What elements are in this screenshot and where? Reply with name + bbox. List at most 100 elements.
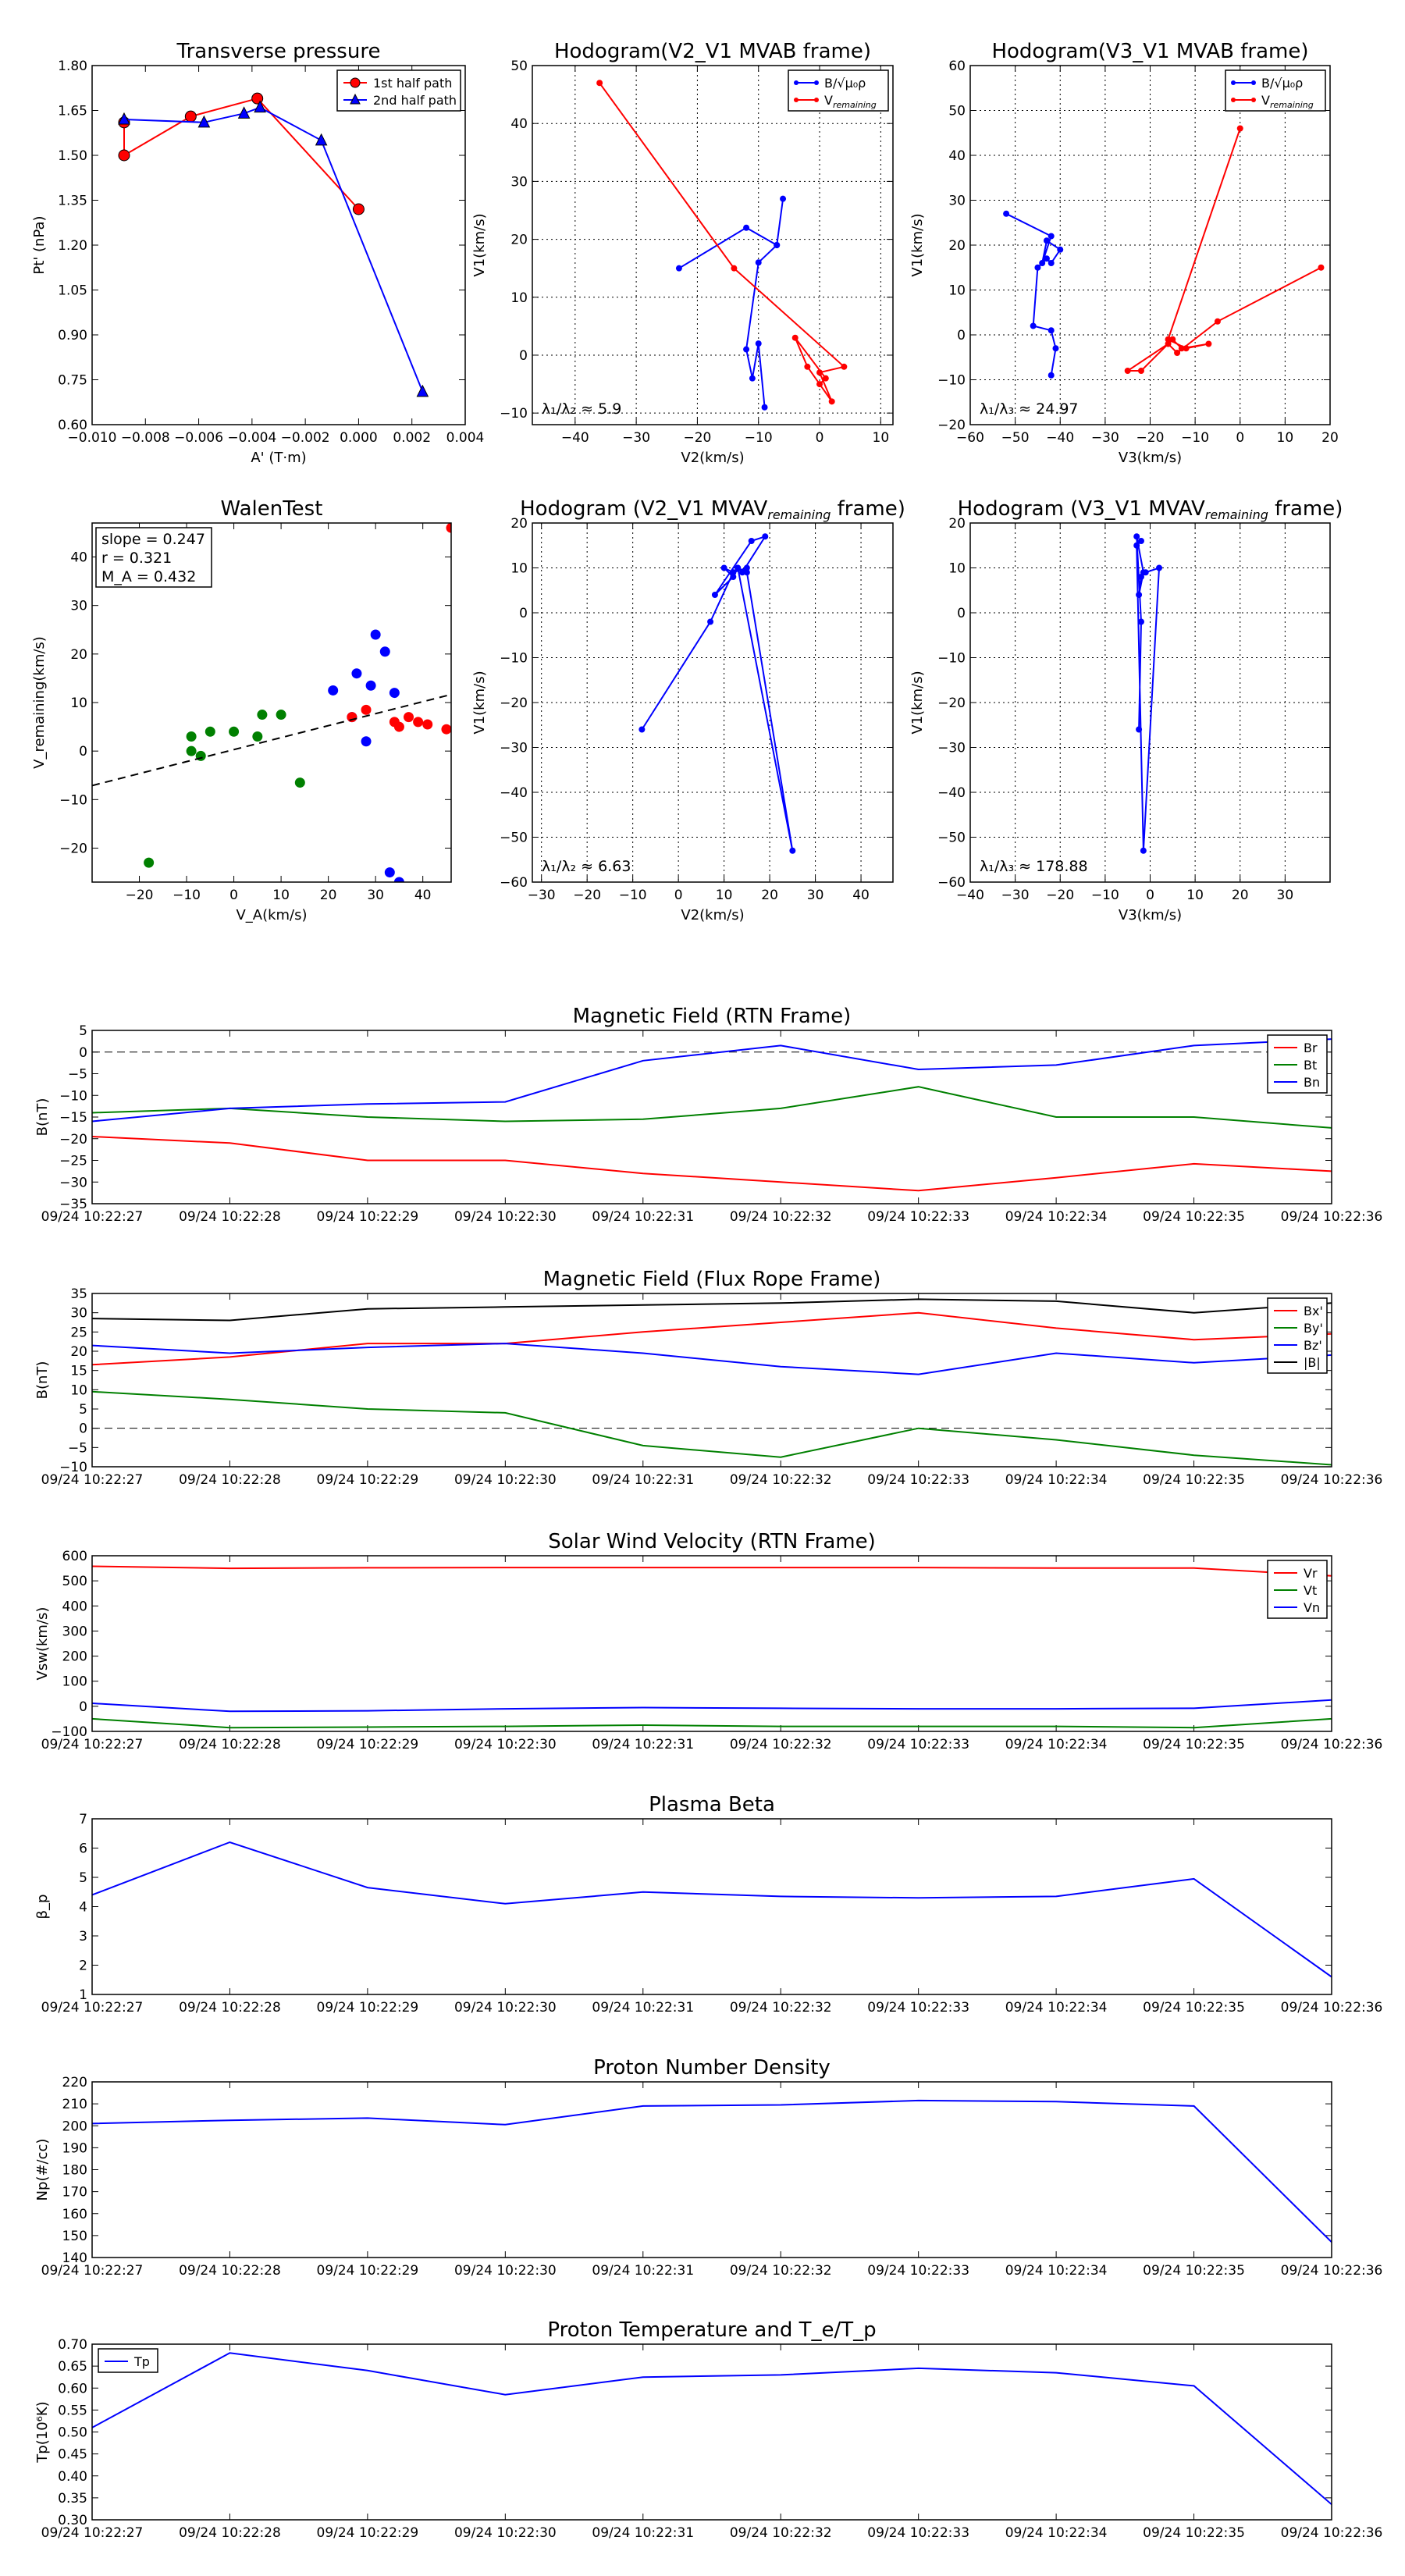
y-tick-label: 1.20 bbox=[58, 238, 87, 254]
data-point bbox=[351, 668, 362, 679]
ratio-annotation: λ₁/λ₂ ≈ 6.63 bbox=[542, 858, 631, 875]
x-tick-label: 09/24 10:22:28 bbox=[179, 1472, 281, 1488]
data-point bbox=[774, 242, 781, 248]
chart-title: Transverse pressure bbox=[176, 40, 381, 63]
data-point bbox=[1169, 336, 1176, 343]
x-axis-label: V3(km/s) bbox=[1119, 450, 1182, 466]
y-tick-label: −10 bbox=[59, 792, 87, 808]
data-point bbox=[1205, 340, 1212, 347]
x-tick-label: 09/24 10:22:35 bbox=[1143, 2525, 1245, 2541]
data-point bbox=[205, 726, 215, 737]
plot-frame bbox=[532, 65, 894, 425]
y-axis-label: Vsw(km/s) bbox=[34, 1607, 51, 1681]
series-line-V remaining bbox=[1136, 536, 1161, 851]
x-tick-label: −20 bbox=[1046, 888, 1074, 903]
y-tick-label: 210 bbox=[62, 2097, 87, 2112]
y-tick-label: −10 bbox=[937, 651, 966, 667]
x-tick-label: 09/24 10:22:27 bbox=[41, 2263, 144, 2279]
data-point bbox=[822, 375, 829, 382]
fit-line bbox=[92, 693, 451, 787]
data-point bbox=[257, 710, 268, 720]
data-point bbox=[413, 717, 424, 728]
y-tick-label: −50 bbox=[500, 831, 528, 846]
y-tick-label: 10 bbox=[70, 696, 87, 711]
y-tick-label: 1.05 bbox=[58, 283, 87, 299]
x-tick-label: 09/24 10:22:32 bbox=[730, 2263, 832, 2279]
y-tick-label: −20 bbox=[937, 418, 966, 433]
y-tick-label: 15 bbox=[70, 1364, 87, 1379]
data-point bbox=[707, 618, 714, 625]
data-point bbox=[743, 564, 750, 571]
y-tick-label: 1.50 bbox=[58, 148, 87, 164]
x-tick-label: −20 bbox=[1136, 430, 1165, 446]
y-axis-label: Tp(10⁶K) bbox=[34, 2401, 51, 2463]
x-tick-label: 10 bbox=[1186, 888, 1204, 903]
x-tick-label: 10 bbox=[716, 888, 733, 903]
series-group bbox=[1133, 533, 1163, 854]
y-tick-label: 0.35 bbox=[58, 2491, 87, 2507]
x-tick-label: 09/24 10:22:29 bbox=[317, 1737, 419, 1752]
x-tick-label: 09/24 10:22:34 bbox=[1005, 1472, 1108, 1488]
panel-mag_fr: 09/24 10:22:27 09/24 10:22:28 09/24 10:22:… bbox=[34, 1268, 1382, 1488]
series-line-Bt bbox=[92, 1086, 1332, 1129]
y-tick-label: 1.80 bbox=[58, 59, 87, 74]
data-point bbox=[393, 877, 404, 882]
y-tick-label: 0.75 bbox=[58, 373, 87, 389]
y-tick-label: −30 bbox=[937, 741, 966, 756]
y-tick-label: −100 bbox=[51, 1724, 87, 1740]
x-tick-label: −10 bbox=[1091, 888, 1119, 903]
y-tick-label: −10 bbox=[59, 1460, 87, 1475]
legend-marker bbox=[1231, 80, 1236, 85]
data-point bbox=[1165, 340, 1172, 347]
x-tick-label: 0.000 bbox=[340, 430, 378, 446]
y-tick-label: −20 bbox=[59, 841, 87, 856]
data-point bbox=[789, 847, 796, 854]
legend-marker bbox=[350, 93, 361, 105]
x-tick-label: −40 bbox=[1046, 430, 1074, 446]
series-group bbox=[1003, 125, 1325, 379]
x-tick-label: 09/24 10:22:30 bbox=[454, 1737, 557, 1752]
series-line-V remaining bbox=[641, 535, 794, 851]
data-point bbox=[720, 564, 727, 571]
data-point bbox=[711, 592, 718, 598]
data-point bbox=[596, 80, 603, 87]
y-tick-label: 20 bbox=[948, 238, 966, 254]
plot-frame bbox=[91, 1818, 1332, 1995]
data-point bbox=[1156, 564, 1163, 571]
data-point bbox=[416, 384, 429, 397]
legend-marker bbox=[794, 98, 799, 102]
series-line-Np bbox=[92, 2099, 1332, 2243]
x-tick-label: 09/24 10:22:33 bbox=[867, 1209, 969, 1225]
y-tick-label: 140 bbox=[62, 2250, 87, 2266]
ratio-annotation: λ₁/λ₂ ≈ 5.9 bbox=[542, 400, 621, 418]
x-tick-label: 09/24 10:22:32 bbox=[730, 1737, 832, 1752]
plot-frame bbox=[532, 522, 894, 883]
y-axis-label: V1(km/s) bbox=[471, 213, 488, 276]
x-tick-label: −30 bbox=[622, 430, 650, 446]
panel-np: 09/24 10:22:27 09/24 10:22:28 09/24 10:22:… bbox=[34, 2056, 1382, 2279]
x-tick-label: 09/24 10:22:36 bbox=[1281, 2525, 1383, 2541]
series-line-Bz' bbox=[92, 1343, 1332, 1375]
y-tick-label: 0.50 bbox=[58, 2425, 87, 2441]
data-point bbox=[1137, 618, 1144, 625]
x-axis-label: V2(km/s) bbox=[681, 907, 744, 923]
y-tick-label: 160 bbox=[62, 2207, 87, 2222]
x-tick-label: −20 bbox=[126, 888, 154, 903]
y-tick-label: 0 bbox=[79, 1699, 87, 1715]
legend-marker bbox=[1231, 98, 1236, 102]
legend-label: Vremaining bbox=[824, 93, 877, 110]
y-tick-label: 150 bbox=[62, 2229, 87, 2244]
data-point bbox=[1318, 264, 1325, 271]
legend-marker bbox=[814, 98, 819, 102]
x-tick-label: −20 bbox=[573, 888, 601, 903]
data-point bbox=[1142, 569, 1149, 576]
data-point bbox=[1214, 318, 1221, 325]
x-tick-label: 09/24 10:22:27 bbox=[41, 1209, 144, 1225]
data-point bbox=[276, 710, 286, 720]
series-line-Vr bbox=[92, 1565, 1332, 1577]
x-tick-label: 10 bbox=[272, 888, 290, 903]
x-tick-label: 09/24 10:22:27 bbox=[41, 1472, 144, 1488]
plot-frame bbox=[91, 1030, 1332, 1204]
y-tick-label: −40 bbox=[937, 785, 966, 801]
y-tick-label: 0 bbox=[79, 1045, 87, 1061]
